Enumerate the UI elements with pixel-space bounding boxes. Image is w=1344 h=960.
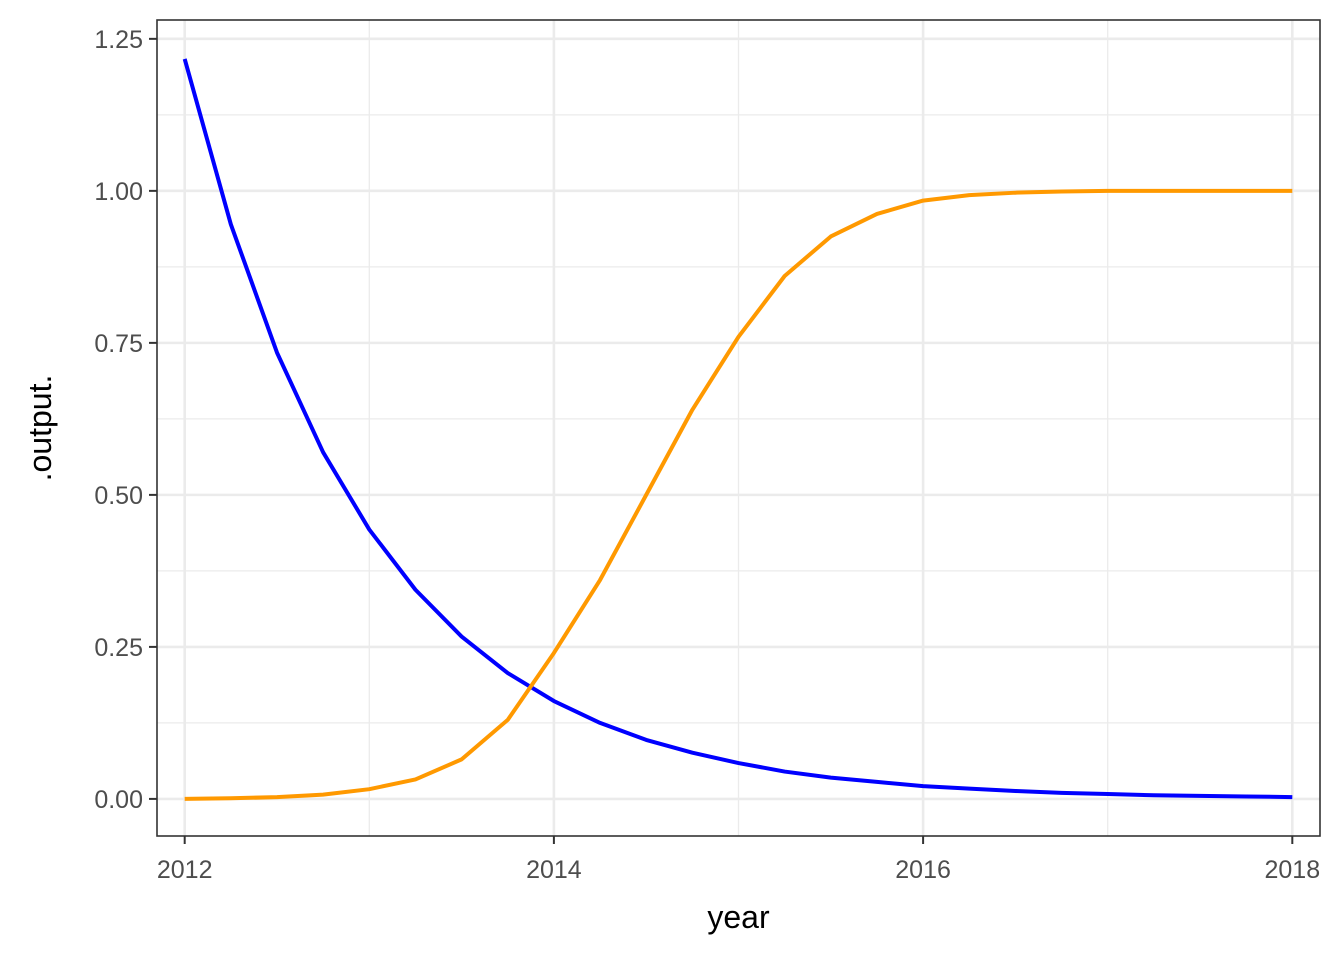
series-lines: [182, 58, 1293, 801]
x-tick-label: 2018: [1264, 856, 1320, 884]
x-axis: 2012 2014 2016 2018: [157, 836, 1320, 884]
y-tick-label: 0.00: [94, 786, 143, 814]
x-tick-label: 2016: [895, 856, 951, 884]
x-tick-label: 2012: [157, 856, 213, 884]
minor-gridlines: [157, 20, 1320, 836]
x-axis-title: year: [707, 899, 770, 935]
y-tick-label: 1.00: [94, 178, 143, 206]
y-tick-label: 0.50: [94, 482, 143, 510]
y-axis-title: .output.: [22, 375, 58, 482]
series-line-2: [184, 188, 1293, 801]
y-tick-label: 1.25: [94, 26, 143, 54]
y-axis: 0.00 0.25 0.50 0.75 1.00 1.25: [94, 26, 157, 814]
y-tick-label: 0.25: [94, 634, 143, 662]
series-line-1: [182, 58, 1293, 800]
y-tick-label: 0.75: [94, 330, 143, 358]
major-gridlines: [157, 20, 1320, 836]
x-tick-label: 2014: [526, 856, 582, 884]
panel-border: [156, 19, 1321, 837]
